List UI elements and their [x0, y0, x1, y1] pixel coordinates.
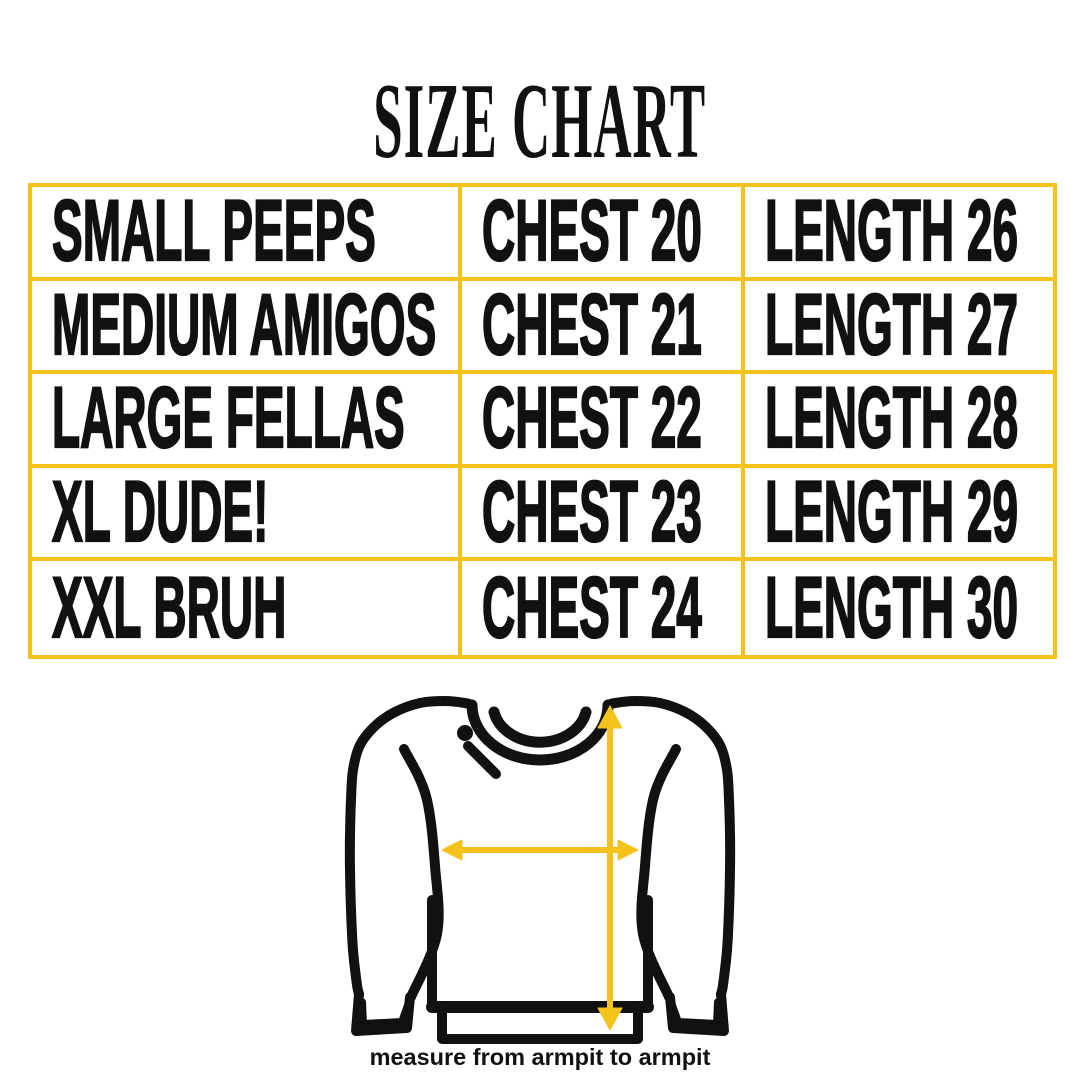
svg-text:measure from armpit to armpit: measure from armpit to armpit — [370, 1044, 711, 1070]
